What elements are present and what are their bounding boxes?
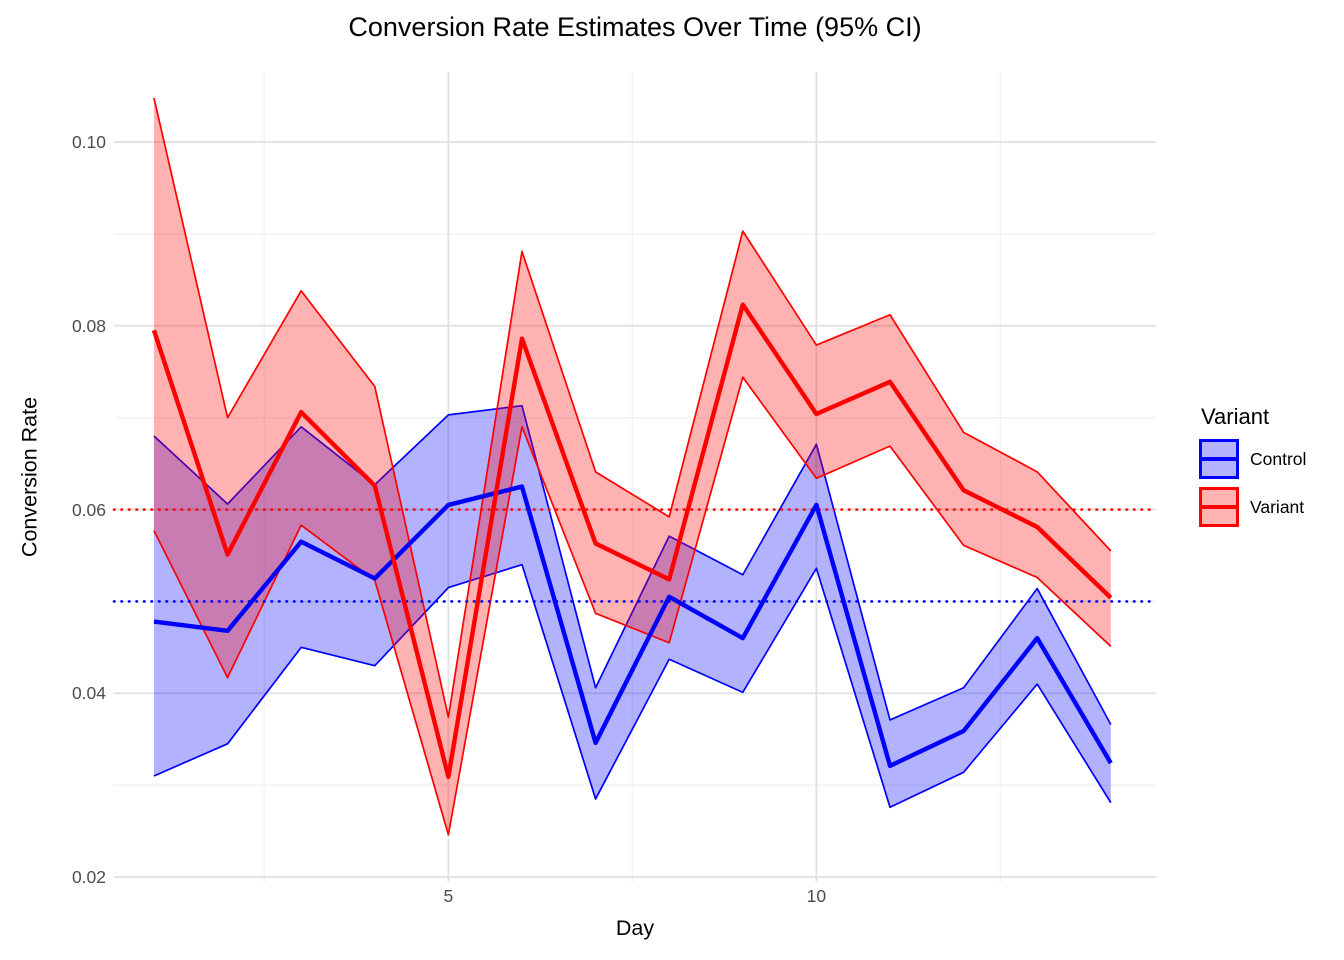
control-ci-upper-edge	[153, 404, 1112, 725]
variant-legend-key-line-icon	[1202, 504, 1236, 510]
legend-item-control: Control	[1199, 439, 1306, 479]
y-tick-label: 0.06	[71, 499, 106, 520]
variant-ci-lower-edge	[153, 376, 1112, 836]
x-tick-label: 10	[806, 886, 827, 906]
legend-item-variant: Variant	[1199, 487, 1306, 527]
legend-title: Variant	[1201, 404, 1270, 429]
legend-item-label: Variant	[1250, 496, 1305, 517]
y-tick-label: 0.04	[71, 683, 106, 704]
variant-ci-upper-edge	[153, 97, 1112, 719]
chart-title: Conversion Rate Estimates Over Time (95%…	[348, 12, 922, 42]
variant-ci-ribbon	[153, 97, 1111, 835]
control-legend-key-icon	[1199, 439, 1239, 479]
y-tick-label: 0.10	[71, 132, 106, 152]
variant-legend-key-icon	[1199, 487, 1239, 527]
y-tick-label: 0.08	[71, 315, 106, 336]
y-tick-label: 0.02	[71, 867, 106, 888]
y-axis-title: Conversion Rate	[17, 396, 42, 558]
x-axis-title: Day	[615, 916, 655, 940]
control-legend-key-line-icon	[1202, 456, 1236, 462]
x-tick-label: 5	[443, 886, 454, 906]
control-mean-line	[153, 484, 1113, 769]
legend: Variant Control Variant	[1199, 404, 1306, 535]
legend-item-label: Control	[1250, 448, 1307, 469]
control-ci-lower-edge	[153, 563, 1112, 809]
variant-mean-line	[151, 302, 1113, 780]
